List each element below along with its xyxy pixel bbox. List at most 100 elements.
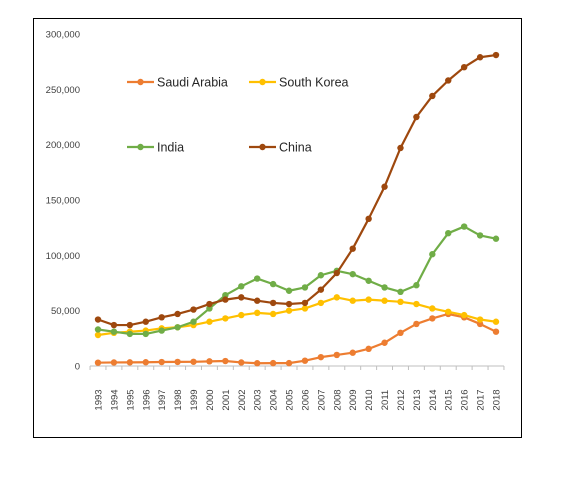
data-point	[429, 315, 436, 322]
x-tick-label: 2005	[285, 389, 296, 410]
series-china	[94, 51, 500, 329]
y-tick-label: 150,000	[46, 196, 80, 207]
data-point	[174, 358, 181, 366]
data-point	[429, 92, 436, 100]
data-point	[317, 272, 325, 279]
x-tick-label: 2001	[221, 389, 232, 410]
legend-label: China	[279, 141, 312, 155]
x-tick-label: 1997	[157, 389, 168, 410]
data-point	[381, 183, 388, 190]
data-point	[206, 318, 213, 325]
data-point	[190, 306, 197, 313]
data-point	[349, 297, 356, 304]
data-point	[492, 318, 500, 325]
data-point	[301, 284, 309, 291]
data-point	[349, 245, 356, 252]
legend-item: China	[249, 141, 312, 155]
x-tick-label: 1995	[125, 389, 136, 410]
data-point	[413, 320, 420, 328]
x-tick-label: 1994	[109, 389, 120, 410]
data-point	[94, 316, 102, 323]
data-point	[110, 321, 118, 329]
x-axis: 1993 1994 1995 1996 1997 1998 1999 2000 2001 2002…	[89, 365, 505, 411]
x-tick-label: 2002	[237, 389, 248, 410]
series-saudi-arabia	[94, 310, 500, 367]
data-point	[94, 326, 102, 333]
data-point	[238, 359, 245, 366]
data-point	[365, 277, 372, 284]
data-point	[476, 316, 484, 323]
y-tick-label: 300,000	[46, 30, 80, 41]
x-tick-label: 2009	[348, 389, 359, 410]
data-point	[269, 299, 277, 307]
x-tick-label: 2015	[444, 389, 455, 410]
data-point	[381, 339, 388, 346]
data-point	[110, 328, 118, 335]
data-point	[301, 305, 309, 312]
data-point	[492, 51, 500, 59]
data-point	[381, 284, 388, 291]
x-tick-label: 2017	[476, 389, 487, 410]
data-point	[269, 359, 277, 367]
data-point	[269, 280, 277, 288]
data-point	[222, 291, 229, 299]
data-point	[254, 275, 261, 282]
data-point	[413, 300, 420, 308]
data-point	[285, 300, 293, 308]
legend-item: India	[127, 141, 184, 155]
data-point	[126, 330, 134, 338]
data-point	[285, 287, 293, 294]
data-point	[94, 359, 102, 366]
data-point	[476, 320, 484, 328]
data-point	[301, 299, 309, 307]
data-point	[317, 299, 325, 307]
y-tick-label: 100,000	[46, 251, 80, 262]
y-tick-label: 250,000	[46, 85, 80, 96]
x-tick-label: 2007	[316, 389, 327, 410]
data-point	[397, 298, 404, 306]
data-point	[365, 296, 372, 303]
data-point	[476, 54, 484, 61]
data-point	[365, 345, 372, 353]
data-point	[222, 357, 229, 365]
data-point	[429, 305, 436, 312]
data-point	[94, 331, 102, 339]
data-point	[190, 358, 197, 365]
data-point	[413, 282, 420, 289]
data-point	[333, 294, 340, 301]
data-point	[269, 310, 277, 318]
data-point	[285, 307, 293, 314]
x-tick-label: 1993	[94, 389, 105, 410]
data-point	[158, 358, 165, 366]
x-tick-label: 2014	[428, 389, 439, 410]
legend-swatch-marker	[137, 143, 144, 151]
x-tick-label: 2000	[205, 389, 216, 410]
data-point	[381, 297, 388, 304]
legend: Saudi Arabia South Korea India China	[127, 76, 349, 155]
data-point	[445, 308, 452, 315]
x-tick-label: 1999	[189, 389, 200, 410]
data-point	[206, 300, 213, 308]
data-point	[413, 113, 420, 121]
data-point	[397, 288, 404, 296]
data-point	[460, 311, 468, 319]
data-point	[142, 330, 149, 338]
data-point	[174, 310, 181, 318]
data-point	[126, 359, 134, 366]
y-tick-label: 50,000	[51, 306, 80, 317]
series-india	[94, 223, 500, 338]
x-tick-label: 2006	[300, 389, 311, 410]
legend-item: South Korea	[249, 76, 349, 90]
data-point	[317, 286, 325, 293]
data-point	[492, 328, 500, 335]
data-point	[301, 357, 309, 364]
series-line	[97, 312, 497, 365]
data-point	[365, 215, 372, 223]
data-point	[476, 232, 484, 239]
data-point	[349, 270, 356, 278]
y-axis: 0 50,000 100,000 150,000 200,000 250,000 300,0…	[46, 30, 80, 373]
data-point	[492, 235, 500, 242]
legend-label: India	[157, 141, 184, 155]
x-tick-label: 2013	[412, 389, 423, 410]
y-tick-label: 0	[75, 362, 80, 373]
